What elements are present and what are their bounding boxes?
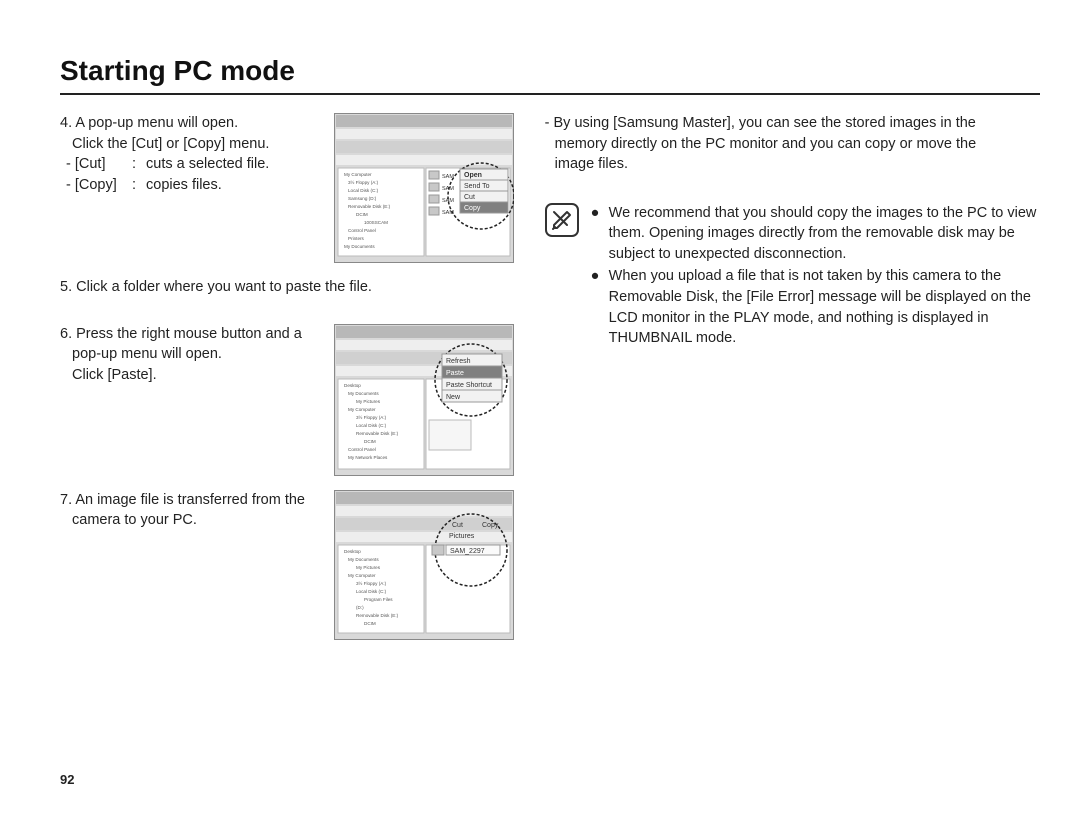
- callout-open: Open: [464, 172, 482, 179]
- right-intro: - By using [Samsung Master], you can see…: [545, 113, 1040, 175]
- svg-text:My Computer: My Computer: [348, 407, 376, 412]
- def2-sep: :: [132, 175, 146, 196]
- svg-text:My Computer: My Computer: [348, 573, 376, 578]
- svg-text:100SSCAM: 100SSCAM: [364, 220, 388, 225]
- svg-text:Control Panel: Control Panel: [348, 447, 376, 452]
- svg-text:Program Files: Program Files: [364, 597, 393, 602]
- svg-text:Removable Disk (E:): Removable Disk (E:): [348, 204, 391, 209]
- file-sam2297: SAM_2297: [450, 548, 485, 555]
- intro-l3: image files.: [555, 154, 628, 175]
- step4-line1: 4. A pop-up menu will open.: [60, 115, 238, 131]
- step4-def1: - [Cut] : cuts a selected file.: [66, 154, 320, 175]
- callout-paste: Paste: [446, 370, 464, 377]
- def2-key: - [Copy]: [66, 175, 132, 196]
- right-column: - By using [Samsung Master], you can see…: [545, 113, 1040, 654]
- step6-line3: Click [Paste].: [72, 365, 320, 386]
- note2-text: When you upload a file that is not taken…: [609, 266, 1040, 348]
- svg-text:(D:): (D:): [356, 605, 364, 610]
- svg-text:Desktop: Desktop: [344, 383, 361, 388]
- svg-text:My Network Places: My Network Places: [348, 455, 388, 460]
- step7-line1: 7. An image file is transferred from the: [60, 492, 305, 508]
- callout-new: New: [446, 394, 461, 401]
- content-columns: 4. A pop-up menu will open. Click the [C…: [60, 113, 1040, 654]
- bullet-2: ●: [591, 266, 601, 348]
- step7-line2: camera to your PC.: [72, 510, 320, 531]
- step-7-row: 7. An image file is transferred from the…: [60, 490, 521, 640]
- screenshot-step4: My Computer 3½ Floppy (A:) Local Disk (C…: [334, 113, 514, 263]
- step-4-text: 4. A pop-up menu will open. Click the [C…: [60, 113, 320, 195]
- note1-text: We recommend that you should copy the im…: [609, 203, 1040, 265]
- top-copy-label: Copy: [482, 522, 499, 529]
- screenshot-step7: Cut Copy Desktop My Documents My Picture…: [334, 490, 514, 640]
- callout-cut: Cut: [464, 194, 475, 201]
- note-icon: [545, 203, 579, 237]
- screenshot-step6: Desktop My Documents My Pictures My Comp…: [334, 324, 514, 476]
- step-5-text: 5. Click a folder where you want to past…: [60, 277, 521, 298]
- svg-text:My Documents: My Documents: [344, 244, 375, 249]
- svg-text:3½ Floppy (A:): 3½ Floppy (A:): [356, 414, 387, 420]
- svg-text:Local Disk (C:): Local Disk (C:): [356, 423, 387, 428]
- callout-paste-shortcut: Paste Shortcut: [446, 382, 492, 389]
- svg-text:DCIM: DCIM: [356, 212, 368, 217]
- svg-text:Desktop: Desktop: [344, 549, 361, 554]
- step6-line2: pop-up menu will open.: [72, 344, 320, 365]
- svg-text:Control Panel: Control Panel: [348, 228, 376, 233]
- svg-text:My Computer: My Computer: [344, 172, 372, 177]
- bullet-1: ●: [591, 203, 601, 265]
- svg-text:My Pictures: My Pictures: [356, 399, 381, 404]
- svg-text:3½ Floppy (A:): 3½ Floppy (A:): [348, 179, 379, 185]
- svg-text:My Pictures: My Pictures: [356, 565, 381, 570]
- step6-line1: 6. Press the right mouse button and a: [60, 326, 302, 342]
- callout-copy: Copy: [464, 205, 481, 212]
- svg-text:Removable Disk (E:): Removable Disk (E:): [356, 431, 399, 436]
- callout-sendto: Send To: [464, 183, 490, 190]
- svg-text:3½ Floppy (A:): 3½ Floppy (A:): [356, 580, 387, 586]
- def1-sep: :: [132, 154, 146, 175]
- def1-key: - [Cut]: [66, 154, 132, 175]
- note-1: ● We recommend that you should copy the …: [591, 203, 1040, 265]
- page-title: Starting PC mode: [60, 55, 1040, 95]
- svg-text:Samsung (D:): Samsung (D:): [348, 196, 377, 201]
- svg-text:My Documents: My Documents: [348, 557, 379, 562]
- svg-text:DCIM: DCIM: [364, 439, 376, 444]
- svg-text:Printers: Printers: [348, 236, 365, 241]
- page-number: 92: [60, 772, 74, 787]
- note-2: ● When you upload a file that is not tak…: [591, 266, 1040, 348]
- step-7-text: 7. An image file is transferred from the…: [60, 490, 320, 531]
- step-6-text: 6. Press the right mouse button and a po…: [60, 324, 320, 386]
- svg-text:DCIM: DCIM: [364, 621, 376, 626]
- svg-text:Removable Disk (E:): Removable Disk (E:): [356, 613, 399, 618]
- left-column: 4. A pop-up menu will open. Click the [C…: [60, 113, 521, 654]
- step4-def2: - [Copy] : copies files.: [66, 175, 320, 196]
- intro-l2: memory directly on the PC monitor and yo…: [555, 134, 977, 155]
- pane-label: Pictures: [449, 533, 475, 540]
- svg-text:My Documents: My Documents: [348, 391, 379, 396]
- note-list: ● We recommend that you should copy the …: [591, 203, 1040, 351]
- callout-refresh: Refresh: [446, 358, 471, 365]
- top-cut-label: Cut: [452, 522, 463, 529]
- def2-val: copies files.: [146, 175, 222, 196]
- step-6-row: 6. Press the right mouse button and a po…: [60, 324, 521, 476]
- step-4-row: 4. A pop-up menu will open. Click the [C…: [60, 113, 521, 263]
- note-box: ● We recommend that you should copy the …: [545, 203, 1040, 351]
- svg-text:Local Disk (C:): Local Disk (C:): [348, 188, 379, 193]
- def1-val: cuts a selected file.: [146, 154, 269, 175]
- step4-line2: Click the [Cut] or [Copy] menu.: [72, 134, 320, 155]
- svg-text:Local Disk (C:): Local Disk (C:): [356, 589, 387, 594]
- intro-l1: - By using [Samsung Master], you can see…: [545, 115, 976, 131]
